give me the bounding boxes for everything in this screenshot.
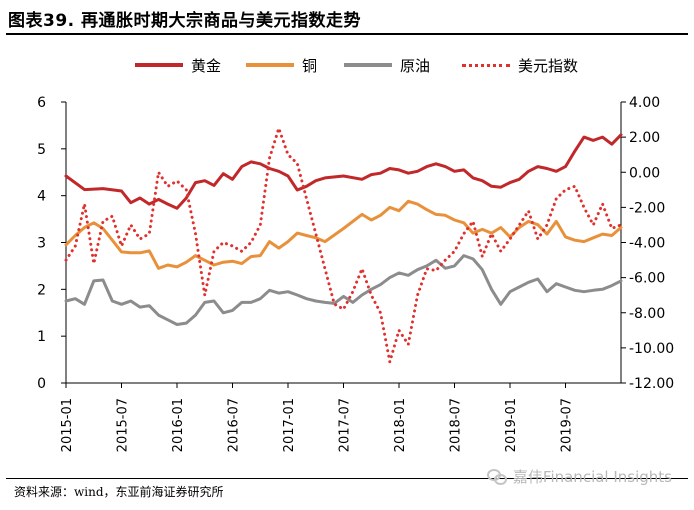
legend-swatch-copper: [246, 63, 294, 67]
right-y-tick-label: 0.00: [629, 165, 660, 181]
left-y-tick-label: 6: [37, 95, 46, 111]
legend-swatch-usd: [462, 63, 510, 67]
left-y-tick-label: 4: [37, 189, 46, 205]
series-line-gold: [64, 133, 623, 210]
left-y-tick-label: 1: [37, 329, 46, 345]
title-divider: [6, 33, 688, 35]
right-y-tick-label: -2.00: [629, 200, 665, 216]
wechat-icon: [486, 468, 507, 485]
right-y-tick-label: -4.00: [629, 236, 665, 252]
series-line-copper: [64, 199, 623, 270]
watermark: 嘉伟Financial Insights: [486, 466, 672, 487]
chart-canvas: 0 1 2 3 4 5 6 -12.00 -10.00 -8.00 -6.00 -4.00 -2.00 0…: [37, 95, 674, 452]
legend-swatch-oil: [344, 63, 392, 67]
right-y-tick-label: -12.00: [629, 376, 674, 392]
left-y-tick-label: 3: [37, 236, 46, 252]
x-tick-label: 2016-01: [171, 398, 186, 452]
right-y-tick-label: 2.00: [629, 130, 660, 146]
right-y-tick-label: -10.00: [629, 341, 674, 357]
left-y-tick-label: 5: [37, 142, 46, 158]
right-y-tick-label: -6.00: [629, 271, 665, 287]
right-y-tick-label: 4.00: [629, 95, 660, 111]
chart-legend: 黄金 铜 原油 美元指数: [0, 52, 694, 78]
x-tick-label: 2016-07: [227, 398, 242, 452]
watermark-text: 嘉伟Financial Insights: [512, 468, 672, 486]
series-line-usd: [64, 126, 623, 364]
legend-label-oil: 原油: [400, 56, 431, 75]
left-y-tick-label: 2: [37, 282, 46, 298]
footer-divider: [6, 478, 688, 479]
legend-item-gold: 黄金: [135, 52, 221, 78]
legend-item-usd: 美元指数: [462, 52, 578, 78]
legend-label-copper: 铜: [302, 56, 318, 75]
x-tick-label: 2019-07: [560, 398, 575, 452]
figure-title: 图表39. 再通胀时期大宗商品与美元指数走势: [8, 11, 362, 31]
source-note: 资料来源：wind，东亚前海证券研究所: [14, 485, 224, 499]
x-tick-label: 2019-01: [504, 398, 519, 452]
legend-swatch-gold: [135, 63, 183, 67]
legend-label-gold: 黄金: [191, 56, 222, 75]
x-tick-label: 2017-01: [282, 398, 297, 452]
left-y-tick-label: 0: [37, 376, 46, 392]
legend-label-usd: 美元指数: [518, 56, 579, 75]
legend-item-copper: 铜: [246, 52, 317, 78]
right-y-tick-label: -8.00: [629, 306, 665, 322]
x-tick-label: 2017-07: [338, 398, 353, 452]
legend-item-oil: 原油: [344, 52, 430, 78]
x-tick-label: 2015-01: [60, 398, 75, 452]
x-tick-label: 2015-07: [116, 398, 131, 452]
x-tick-label: 2018-07: [449, 398, 464, 452]
x-tick-label: 2018-01: [393, 398, 408, 452]
series-line-oil: [64, 254, 623, 326]
